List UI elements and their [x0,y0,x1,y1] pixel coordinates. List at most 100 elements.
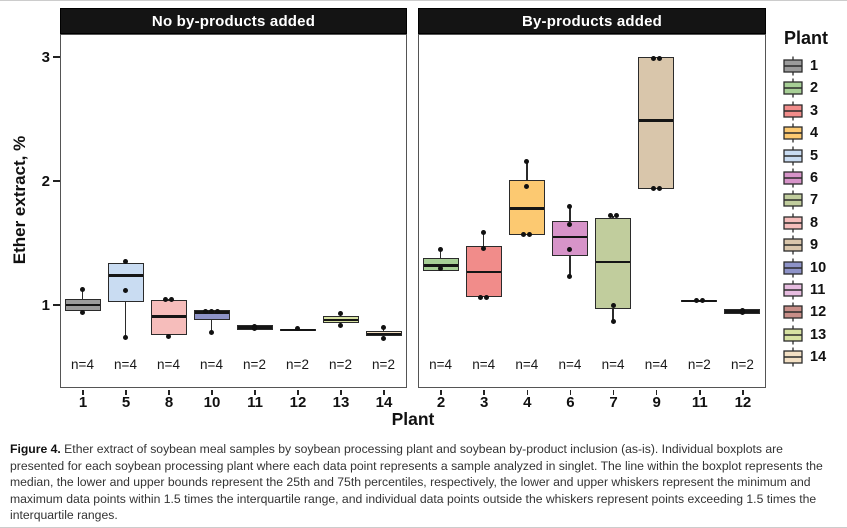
legend-item-plant-11: 11 [783,280,828,300]
sample-size-label: n=4 [644,357,668,372]
legend-key-boxplot-icon [783,168,803,188]
y-tick-label: 1 [41,296,50,314]
legend-item-label: 3 [810,102,819,119]
boxplot-plant-5 [107,263,144,302]
legend-item-label: 13 [810,326,827,343]
data-point [163,296,168,302]
data-point [613,213,619,219]
sample-size-label: n=4 [472,357,496,372]
data-point [381,336,386,342]
legend-key-boxplot-icon [783,258,803,278]
median-line [366,332,401,335]
legend-item-label: 14 [810,349,827,366]
data-point [80,286,85,292]
legend-item-label: 9 [810,237,819,254]
data-point [521,232,527,238]
median-line [151,315,186,318]
sample-size-label: n=4 [71,357,94,372]
y-tick-label: 3 [41,48,50,66]
legend-items: 1 2 3 4 5 6 7 8 9 10 11 12 13 14 [783,56,828,367]
legend-item-plant-14: 14 [783,347,828,367]
data-point [610,302,616,308]
whisker [210,310,213,333]
data-point [607,213,613,219]
data-point [438,265,444,271]
sample-size-label: n=2 [286,357,309,372]
legend-key-boxplot-icon [783,213,803,233]
x-axis-tick [340,390,342,395]
median-line [682,299,717,303]
data-point [656,186,662,192]
x-axis-tick [254,390,256,395]
legend-item-plant-9: 9 [783,235,828,255]
median-line [65,303,100,307]
legend-item-plant-13: 13 [783,325,828,345]
legend-key-boxplot-icon [783,123,803,143]
data-point [524,183,530,189]
data-point [209,308,214,314]
plot-area-byproducts: n=4 n=4 n=4 n=4 n=4 n=4 n=2 n=2 [418,34,766,388]
x-axis-tick [655,390,658,395]
legend-key-boxplot-icon [783,235,803,255]
data-point [567,203,573,209]
legend-item-plant-7: 7 [783,190,828,210]
data-point [209,330,214,336]
legend-key-boxplot-icon [783,280,803,300]
data-point [215,308,220,314]
data-point [693,297,699,303]
legend-key-boxplot-icon [783,56,803,76]
median-line [552,235,587,239]
legend-item-plant-6: 6 [783,168,828,188]
data-point [338,322,343,328]
legend-title: Plant [784,28,829,48]
data-point [656,55,662,61]
data-point [739,310,745,316]
legend: Plant 1 2 3 4 5 6 7 8 9 10 11 12 13 14 [783,28,828,369]
legend-item-plant-5: 5 [783,146,828,166]
x-axis-tick [612,390,615,395]
data-point [123,287,128,293]
x-axis-tick [483,390,485,395]
figure-caption: Figure 4. Ether extract of soybean meal … [10,441,838,524]
x-axis-tick [125,390,127,395]
y-axis-tick [53,180,60,182]
legend-item-plant-4: 4 [783,123,828,143]
x-axis-tick [699,390,701,395]
x-axis-tick [82,390,84,395]
caption-label: Figure 4. [10,442,61,456]
x-axis-tick [526,390,529,395]
sample-size-label: n=4 [601,357,625,372]
x-axis-tick [297,390,299,395]
y-axis-tick [53,56,60,58]
x-axis-tick [742,390,744,395]
median-line [466,270,501,273]
data-point [203,308,208,314]
x-axis-tick [383,390,385,395]
sample-size-label: n=2 [687,357,711,372]
panel-no-byproducts: No by-products added n=4 n=4 n=4 n=4 n=2 n=2 n… [60,8,407,388]
top-rule [0,0,847,1]
legend-key-boxplot-icon [783,302,803,322]
legend-item-label: 11 [810,281,826,298]
data-point [169,296,174,302]
caption-text: Ether extract of soybean meal samples by… [10,442,823,523]
data-point [481,229,487,235]
sample-size-label: n=2 [372,357,395,372]
median-line [509,207,544,210]
data-point [80,310,85,316]
median-line [639,119,674,122]
median-line [596,260,631,264]
legend-item-label: 10 [810,259,827,276]
x-axis-label: Plant [391,409,435,429]
data-point [338,311,343,317]
legend-key-boxplot-icon [783,325,803,345]
legend-item-label: 7 [810,192,819,209]
legend-item-label: 6 [810,169,819,186]
legend-item-plant-1: 1 [783,56,828,76]
legend-item-plant-12: 12 [783,302,828,322]
legend-key-boxplot-icon [783,190,803,210]
y-axis-tick [53,304,60,306]
sample-size-label: n=2 [243,357,266,372]
sample-size-label: n=4 [558,357,582,372]
